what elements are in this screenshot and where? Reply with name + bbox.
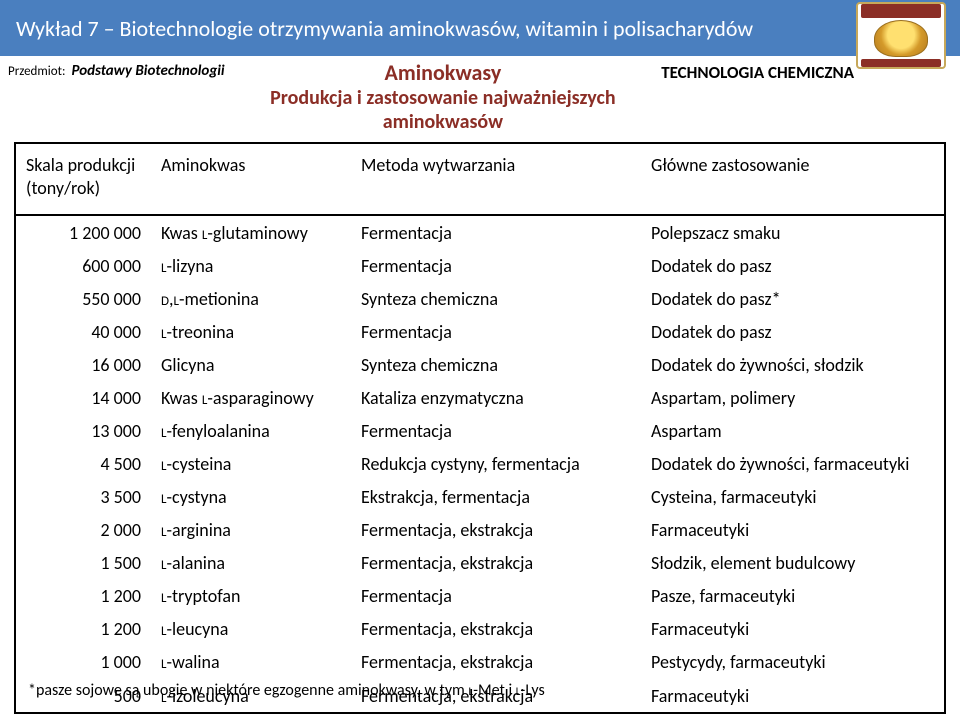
table-row: 1 200l-tryptofanFermentacjaPasze, farmac… — [16, 579, 944, 612]
table-row: 13 000l-fenyloalaninaFermentacjaAspartam — [16, 414, 944, 447]
cell-method: Fermentacja — [351, 315, 641, 348]
cell-amino: Kwas l-glutaminowy — [151, 215, 351, 249]
amino-table: Skala produkcji (tony/rok) Aminokwas Met… — [16, 144, 944, 712]
cell-amino: l-leucyna — [151, 612, 351, 645]
cell-use: Słodzik, element budulcowy — [641, 546, 944, 579]
cell-amino: l-alanina — [151, 546, 351, 579]
cell-use: Dodatek do żywności, słodzik — [641, 348, 944, 381]
table-row: 1 200 000Kwas l-glutaminowyFermentacjaPo… — [16, 215, 944, 249]
slide-title: Aminokwasy — [225, 60, 662, 86]
cell-amino: l-treonina — [151, 315, 351, 348]
cell-method: Fermentacja, ekstrakcja — [351, 645, 641, 678]
table-row: 1 200l-leucynaFermentacja, ekstrakcjaFar… — [16, 612, 944, 645]
cell-scale: 14 000 — [16, 381, 151, 414]
cell-use: Dodatek do żywności, farmaceutyki — [641, 447, 944, 480]
table-header-row: Skala produkcji (tony/rok) Aminokwas Met… — [16, 144, 944, 215]
footnote-pre: *pasze sojowe są ubogie w niektóre egzog… — [28, 681, 468, 700]
table-row: 16 000GlicynaSynteza chemicznaDodatek do… — [16, 348, 944, 381]
technology-label: TECHNOLOGIA CHEMICZNA — [661, 62, 854, 83]
cell-use: Pasze, farmaceutyki — [641, 579, 944, 612]
lecture-title: Wykład 7 – Biotechnologie otrzymywania a… — [16, 15, 753, 42]
cell-method: Fermentacja, ekstrakcja — [351, 612, 641, 645]
cell-amino: l-walina — [151, 645, 351, 678]
slide-subtitle: Produkcja i zastosowanie najważniejszych… — [225, 86, 662, 134]
cell-amino: l-cystyna — [151, 480, 351, 513]
sub-header: Przedmiot: Podstawy Biotechnologii Amino… — [0, 56, 960, 134]
cell-amino: l-tryptofan — [151, 579, 351, 612]
cell-scale: 40 000 — [16, 315, 151, 348]
table-row: 14 000Kwas l-asparaginowyKataliza enzyma… — [16, 381, 944, 414]
cell-use: Cysteina, farmaceutyki — [641, 480, 944, 513]
cell-method: Fermentacja — [351, 249, 641, 282]
cell-use: Polepszacz smaku — [641, 215, 944, 249]
cell-use: Aspartam, polimery — [641, 381, 944, 414]
cell-scale: 16 000 — [16, 348, 151, 381]
cell-method: Kataliza enzymatyczna — [351, 381, 641, 414]
cell-amino: l-cysteina — [151, 447, 351, 480]
cell-use: Dodatek do pasz* — [641, 282, 944, 315]
amino-table-container: Skala produkcji (tony/rok) Aminokwas Met… — [14, 142, 946, 714]
cell-amino: Kwas l-asparaginowy — [151, 381, 351, 414]
cell-scale: 13 000 — [16, 414, 151, 447]
footnote-mid1: -Met i — [473, 681, 516, 700]
cell-method: Fermentacja — [351, 579, 641, 612]
cell-amino: l-fenyloalanina — [151, 414, 351, 447]
cell-use: Pestycydy, farmaceutyki — [641, 645, 944, 678]
cell-scale: 4 500 — [16, 447, 151, 480]
table-row: 550 000d,l-metioninaSynteza chemicznaDod… — [16, 282, 944, 315]
cell-scale: 550 000 — [16, 282, 151, 315]
col-scale-l1: Skala produkcji — [26, 154, 135, 176]
slide-title-block: Aminokwasy Produkcja i zastosowanie najw… — [225, 60, 662, 134]
cell-scale: 600 000 — [16, 249, 151, 282]
cell-method: Fermentacja, ekstrakcja — [351, 546, 641, 579]
university-logo — [856, 2, 946, 69]
cell-scale: 1 500 — [16, 546, 151, 579]
col-scale-l2: (tony/rok) — [26, 177, 100, 199]
table-row: 600 000l-lizynaFermentacjaDodatek do pas… — [16, 249, 944, 282]
table-row: 1 000l-walinaFermentacja, ekstrakcjaPest… — [16, 645, 944, 678]
cell-method: Redukcja cystyny, fermentacja — [351, 447, 641, 480]
table-row: 4 500l-cysteinaRedukcja cystyny, ferment… — [16, 447, 944, 480]
subject-value: Podstawy Biotechnologii — [71, 62, 224, 80]
cell-use: Dodatek do pasz — [641, 249, 944, 282]
cell-method: Synteza chemiczna — [351, 348, 641, 381]
cell-method: Fermentacja, ekstrakcja — [351, 513, 641, 546]
col-amino-header: Aminokwas — [151, 144, 351, 215]
col-scale-header: Skala produkcji (tony/rok) — [16, 144, 151, 215]
cell-amino: Glicyna — [151, 348, 351, 381]
cell-amino: l-lizyna — [151, 249, 351, 282]
cell-scale: 1 000 — [16, 645, 151, 678]
cell-scale: 1 200 000 — [16, 215, 151, 249]
table-row: 2 000l-argininaFermentacja, ekstrakcjaFa… — [16, 513, 944, 546]
cell-method: Ekstrakcja, fermentacja — [351, 480, 641, 513]
col-use-header: Główne zastosowanie — [641, 144, 944, 215]
table-row: 3 500l-cystynaEkstrakcja, fermentacjaCys… — [16, 480, 944, 513]
cell-scale: 2 000 — [16, 513, 151, 546]
cell-method: Synteza chemiczna — [351, 282, 641, 315]
cell-amino: l-arginina — [151, 513, 351, 546]
table-row: 40 000l-treoninaFermentacjaDodatek do pa… — [16, 315, 944, 348]
cell-amino: d,l-metionina — [151, 282, 351, 315]
cell-method: Fermentacja — [351, 215, 641, 249]
cell-use: Farmaceutyki — [641, 513, 944, 546]
cell-method: Fermentacja — [351, 414, 641, 447]
cell-use: Dodatek do pasz — [641, 315, 944, 348]
cell-scale: 3 500 — [16, 480, 151, 513]
cell-scale: 1 200 — [16, 612, 151, 645]
cell-use: Farmaceutyki — [641, 612, 944, 645]
table-row: 1 500l-alaninaFermentacja, ekstrakcjaSło… — [16, 546, 944, 579]
subject-label: Przedmiot: — [8, 64, 65, 79]
footnote-mid2: -Lys — [520, 681, 544, 700]
lecture-header: Wykład 7 – Biotechnologie otrzymywania a… — [0, 0, 960, 56]
cell-use: Aspartam — [641, 414, 944, 447]
cell-scale: 1 200 — [16, 579, 151, 612]
cell-use: Farmaceutyki — [641, 679, 944, 712]
col-method-header: Metoda wytwarzania — [351, 144, 641, 215]
footnote: *pasze sojowe są ubogie w niektóre egzog… — [28, 681, 545, 700]
